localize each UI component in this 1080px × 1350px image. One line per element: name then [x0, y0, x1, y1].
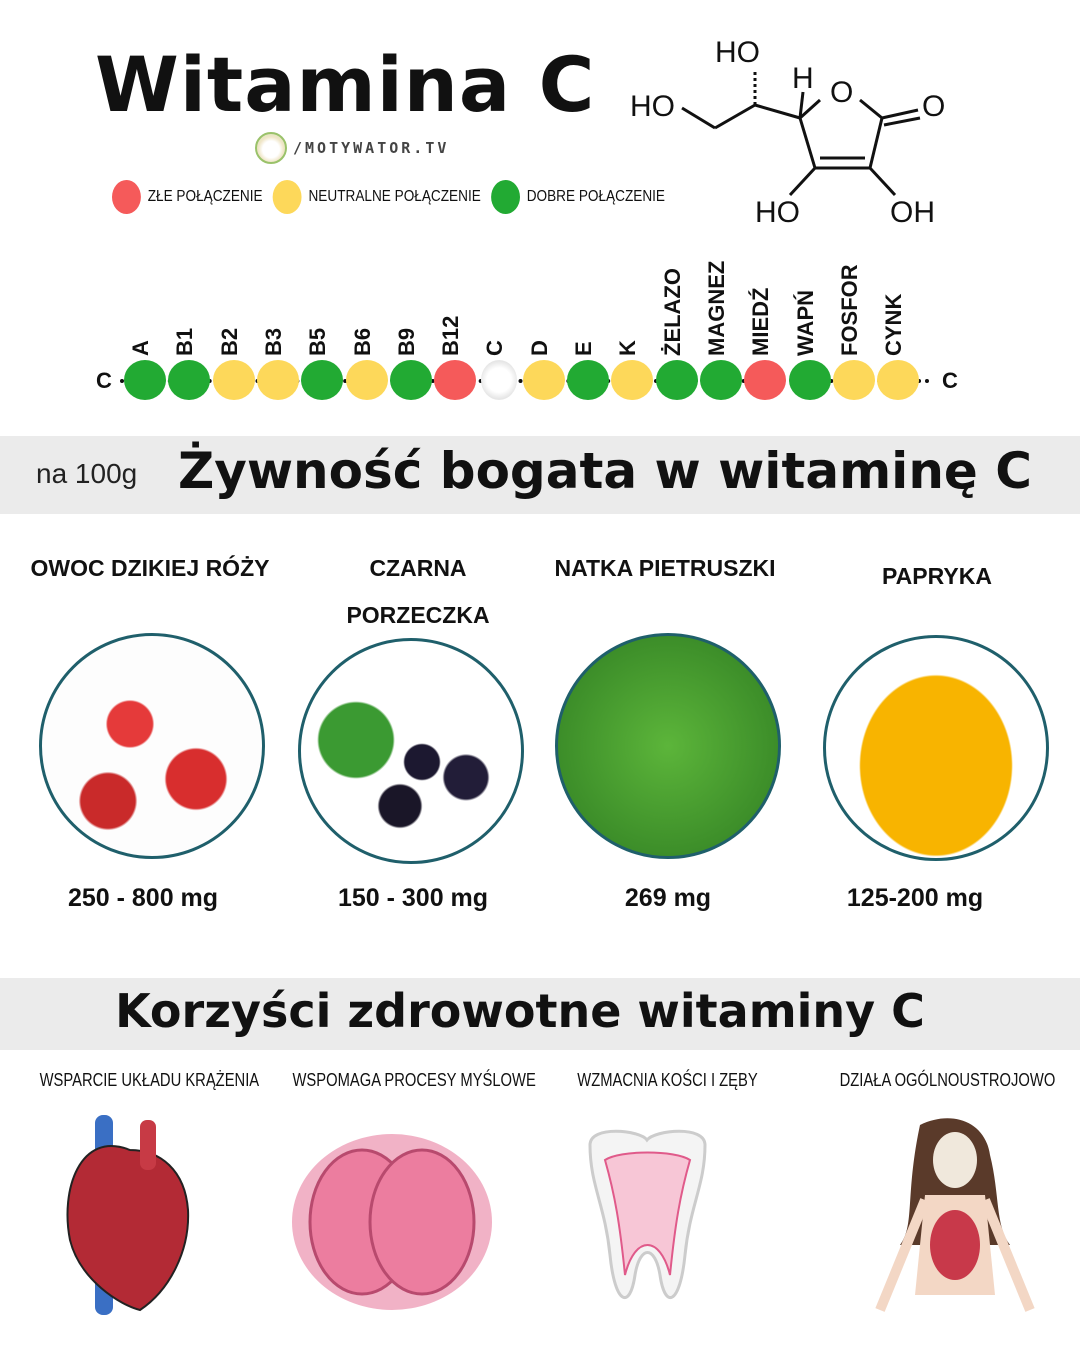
chain-label: D: [526, 340, 552, 356]
logo-icon: [481, 360, 518, 400]
chain-dot-good: [788, 360, 831, 400]
benefit-label: DZIAŁA OGÓLNOUSTROJOWO: [839, 1070, 1056, 1090]
chain-dot-neutral: [256, 360, 299, 400]
legend-label: ZŁE POŁĄCZENIE: [147, 188, 263, 205]
chain-label: C: [482, 340, 508, 356]
brand-logo: /MOTYWATOR.TV: [255, 132, 449, 164]
chain-label: MIEDŹ: [748, 287, 774, 356]
chain-dot-good: [567, 360, 609, 400]
food-value: 125-200 mg: [846, 884, 984, 912]
chain-label: WAPŃ: [792, 290, 818, 356]
logo-text: /MOTYWATOR.TV: [293, 139, 450, 157]
molecule-label: HO: [715, 36, 760, 69]
legend-bad: ZŁE POŁĄCZENIE: [112, 180, 263, 214]
chain-dot-good: [655, 360, 698, 400]
rosehip-image: [39, 633, 265, 859]
chain-label: MAGNEZ: [703, 260, 729, 356]
chain-dot-neutral: [832, 360, 875, 400]
molecule-label: O: [830, 76, 853, 109]
unit-note: na 100g: [36, 458, 138, 489]
molecule-label: HO: [755, 196, 800, 229]
tooth-icon: [588, 1129, 707, 1299]
chain-label: B2: [216, 327, 242, 356]
molecule-label: O: [922, 90, 945, 123]
chain-label: B6: [349, 327, 375, 356]
chain-dot-good: [301, 360, 344, 400]
green-dot-icon: [490, 180, 520, 214]
food-name: PAPRYKA: [882, 563, 992, 589]
body-icon: [875, 1118, 1035, 1312]
chain-dot-good: [124, 360, 166, 400]
heart-icon: [66, 1115, 190, 1315]
foods-header-band: [0, 436, 1080, 514]
ascorbic-acid-structure: HO HO H O O HO OH: [630, 36, 945, 229]
food-value: 250 - 800 mg: [67, 884, 219, 912]
benefit-label: WZMACNIA KOŚCI I ZĘBY: [577, 1070, 758, 1090]
logo-icon: [255, 132, 287, 164]
chain-end-right: C: [942, 368, 958, 393]
chain-dot-neutral: [522, 360, 565, 400]
chain-label: B1: [172, 327, 198, 356]
yellow-dot-icon: [272, 180, 302, 214]
chain-dot-bad: [434, 360, 477, 400]
chain-label: B5: [305, 327, 331, 356]
chain-dot-neutral: [345, 360, 388, 400]
chain-label: B12: [438, 315, 464, 356]
benefits-header-band: [0, 978, 1080, 1050]
blackcurrant-image: [298, 638, 524, 864]
chain-dot-neutral: [877, 360, 920, 400]
chain-label: A: [128, 340, 153, 356]
legend-good: DOBRE POŁĄCZENIE: [490, 180, 665, 214]
molecule-label: H: [792, 62, 814, 95]
chain-label: FOSFOR: [836, 264, 862, 356]
food-name: CZARNA PORZECZKA: [346, 555, 490, 628]
benefit-label: WSPARCIE UKŁADU KRĄŻENIA: [39, 1070, 260, 1090]
chain-dot-good: [699, 360, 742, 400]
chain-label: ŻELAZO: [659, 268, 685, 356]
chain-dot-neutral: [212, 360, 255, 400]
legend-label: DOBRE POŁĄCZENIE: [526, 188, 665, 205]
food-name: OWOC DZIKIEJ RÓŻY: [30, 555, 270, 581]
brain-icon: [292, 1134, 492, 1310]
chain-end-left: C: [96, 368, 112, 393]
page-title: Witamina C: [95, 40, 596, 129]
chain-dot-bad: [744, 360, 787, 400]
food-value: 150 - 300 mg: [337, 884, 489, 912]
molecule-label: HO: [630, 90, 675, 123]
parsley-image: [555, 633, 781, 859]
legend: ZŁE POŁĄCZENIE NEUTRALNE POŁĄCZENIE DOBR…: [112, 180, 675, 214]
food-value: 269 mg: [624, 884, 712, 912]
chain-label: CYNK: [881, 293, 907, 356]
chain-label: E: [571, 341, 596, 356]
benefits-title: Korzyści zdrowotne witaminy C: [115, 984, 925, 1038]
foods-title: Żywność bogata w witaminę C: [178, 442, 1032, 500]
chain-label: B9: [393, 327, 419, 356]
chain-dot-good: [389, 360, 432, 400]
food-name: NATKA PIETRUSZKI: [554, 555, 776, 581]
benefit-label: WSPOMAGA PROCESY MYŚLOWE: [292, 1070, 536, 1090]
chain-dot-good: [168, 360, 211, 400]
chain-dot-neutral: [611, 360, 654, 400]
molecule-label: OH: [890, 196, 935, 229]
legend-neutral: NEUTRALNE POŁĄCZENIE: [272, 180, 481, 214]
legend-label: NEUTRALNE POŁĄCZENIE: [308, 188, 481, 205]
chain-label: K: [615, 340, 641, 356]
chain-label: B3: [260, 327, 286, 356]
red-dot-icon: [112, 180, 141, 214]
pepper-image: [823, 635, 1049, 861]
